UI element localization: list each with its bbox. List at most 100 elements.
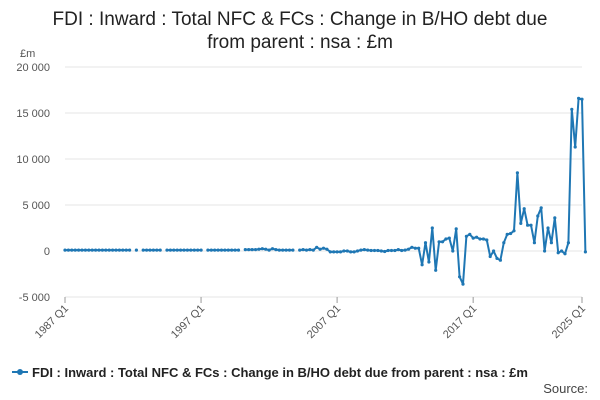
data-point xyxy=(515,171,520,175)
data-point xyxy=(338,250,343,254)
data-point xyxy=(250,248,254,252)
data-point xyxy=(117,248,121,252)
data-point xyxy=(539,206,543,210)
gridlines xyxy=(65,66,582,298)
data-point xyxy=(580,97,584,101)
data-point xyxy=(155,248,159,252)
data-point xyxy=(560,249,564,253)
data-point xyxy=(383,249,387,254)
data-point xyxy=(389,248,394,253)
data-point xyxy=(182,248,186,252)
data-point xyxy=(573,145,577,149)
data-point xyxy=(267,248,271,252)
data-point xyxy=(444,237,448,241)
data-point xyxy=(199,248,203,252)
data-point xyxy=(454,227,458,231)
data-point xyxy=(63,248,67,252)
data-point xyxy=(440,240,445,244)
data-point xyxy=(546,226,550,230)
y-axis-unit-label: £m xyxy=(20,48,35,60)
legend[interactable]: FDI : Inward : Total NFC & FCs : Change … xyxy=(12,365,528,380)
data-point xyxy=(532,241,537,245)
data-point xyxy=(77,248,81,252)
data-point xyxy=(226,248,230,252)
y-tick-label: 15 000 xyxy=(16,108,50,120)
data-point xyxy=(505,232,509,236)
data-point xyxy=(308,248,312,252)
data-point xyxy=(471,236,475,240)
data-point xyxy=(247,248,251,252)
chart-title-line-1: FDI : Inward : Total NFC & FCs : Change … xyxy=(52,9,548,30)
data-point xyxy=(481,237,485,241)
data-point xyxy=(413,246,417,250)
data-point xyxy=(468,232,472,236)
data-point xyxy=(192,248,196,252)
y-tick-label: 0 xyxy=(44,246,50,258)
data-point xyxy=(549,241,554,245)
data-point xyxy=(509,231,513,236)
data-point xyxy=(328,250,332,254)
data-point xyxy=(386,248,390,253)
x-tick-label: 2025 Q1 xyxy=(550,303,588,341)
data-point xyxy=(165,248,169,252)
data-point xyxy=(400,248,404,253)
legend-marker xyxy=(17,369,23,375)
data-point xyxy=(461,282,465,286)
data-point xyxy=(512,229,516,233)
data-point xyxy=(566,241,571,245)
data-point xyxy=(107,248,111,252)
data-point xyxy=(70,248,74,252)
data-point xyxy=(83,248,87,252)
data-point xyxy=(437,240,441,244)
data-point xyxy=(213,248,217,252)
x-tick-label: 2017 Q1 xyxy=(441,303,479,341)
data-point xyxy=(287,248,292,252)
series-group xyxy=(63,96,588,286)
data-point xyxy=(366,248,370,252)
data-point xyxy=(502,241,506,245)
data-point xyxy=(209,248,213,252)
data-point xyxy=(100,248,104,252)
data-point xyxy=(475,235,479,239)
data-point xyxy=(379,249,383,253)
data-point xyxy=(196,248,200,252)
data-point xyxy=(434,268,438,272)
data-point xyxy=(376,248,380,253)
data-point xyxy=(80,248,84,252)
data-point xyxy=(352,250,356,254)
data-point xyxy=(311,248,315,252)
data-point xyxy=(315,245,319,249)
data-point xyxy=(257,247,261,251)
data-point xyxy=(168,248,172,252)
data-point xyxy=(281,248,285,252)
data-point xyxy=(233,248,237,252)
data-point xyxy=(94,248,98,252)
data-point xyxy=(206,248,210,252)
data-point xyxy=(369,248,373,253)
data-point xyxy=(420,263,424,267)
data-point xyxy=(216,248,220,252)
data-point xyxy=(253,248,258,252)
data-point xyxy=(345,249,349,253)
data-point xyxy=(148,248,152,252)
data-point xyxy=(583,250,588,254)
data-point xyxy=(90,248,94,252)
legend-label: FDI : Inward : Total NFC & FCs : Change … xyxy=(32,365,528,380)
data-point xyxy=(410,245,414,249)
data-point xyxy=(219,248,224,252)
data-point xyxy=(423,241,428,245)
data-point xyxy=(396,248,400,252)
data-point xyxy=(430,226,434,230)
data-point xyxy=(97,248,101,252)
x-tick-label: 1987 Q1 xyxy=(33,303,71,341)
data-point xyxy=(128,248,132,252)
data-point xyxy=(274,248,278,252)
data-point xyxy=(141,248,145,252)
data-point xyxy=(185,248,189,252)
data-point xyxy=(359,248,363,252)
data-point xyxy=(304,248,309,252)
data-point xyxy=(73,248,77,252)
data-point xyxy=(270,247,275,251)
series-line xyxy=(299,97,587,286)
x-axis-ticks: 1987 Q1 1997 Q1 2007 Q1 2017 Q1 2025 Q1 xyxy=(33,297,588,341)
